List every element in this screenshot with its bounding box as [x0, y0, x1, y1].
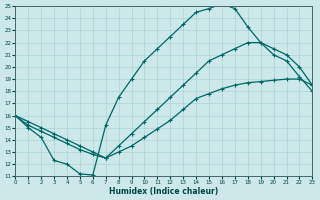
X-axis label: Humidex (Indice chaleur): Humidex (Indice chaleur) [109, 187, 219, 196]
